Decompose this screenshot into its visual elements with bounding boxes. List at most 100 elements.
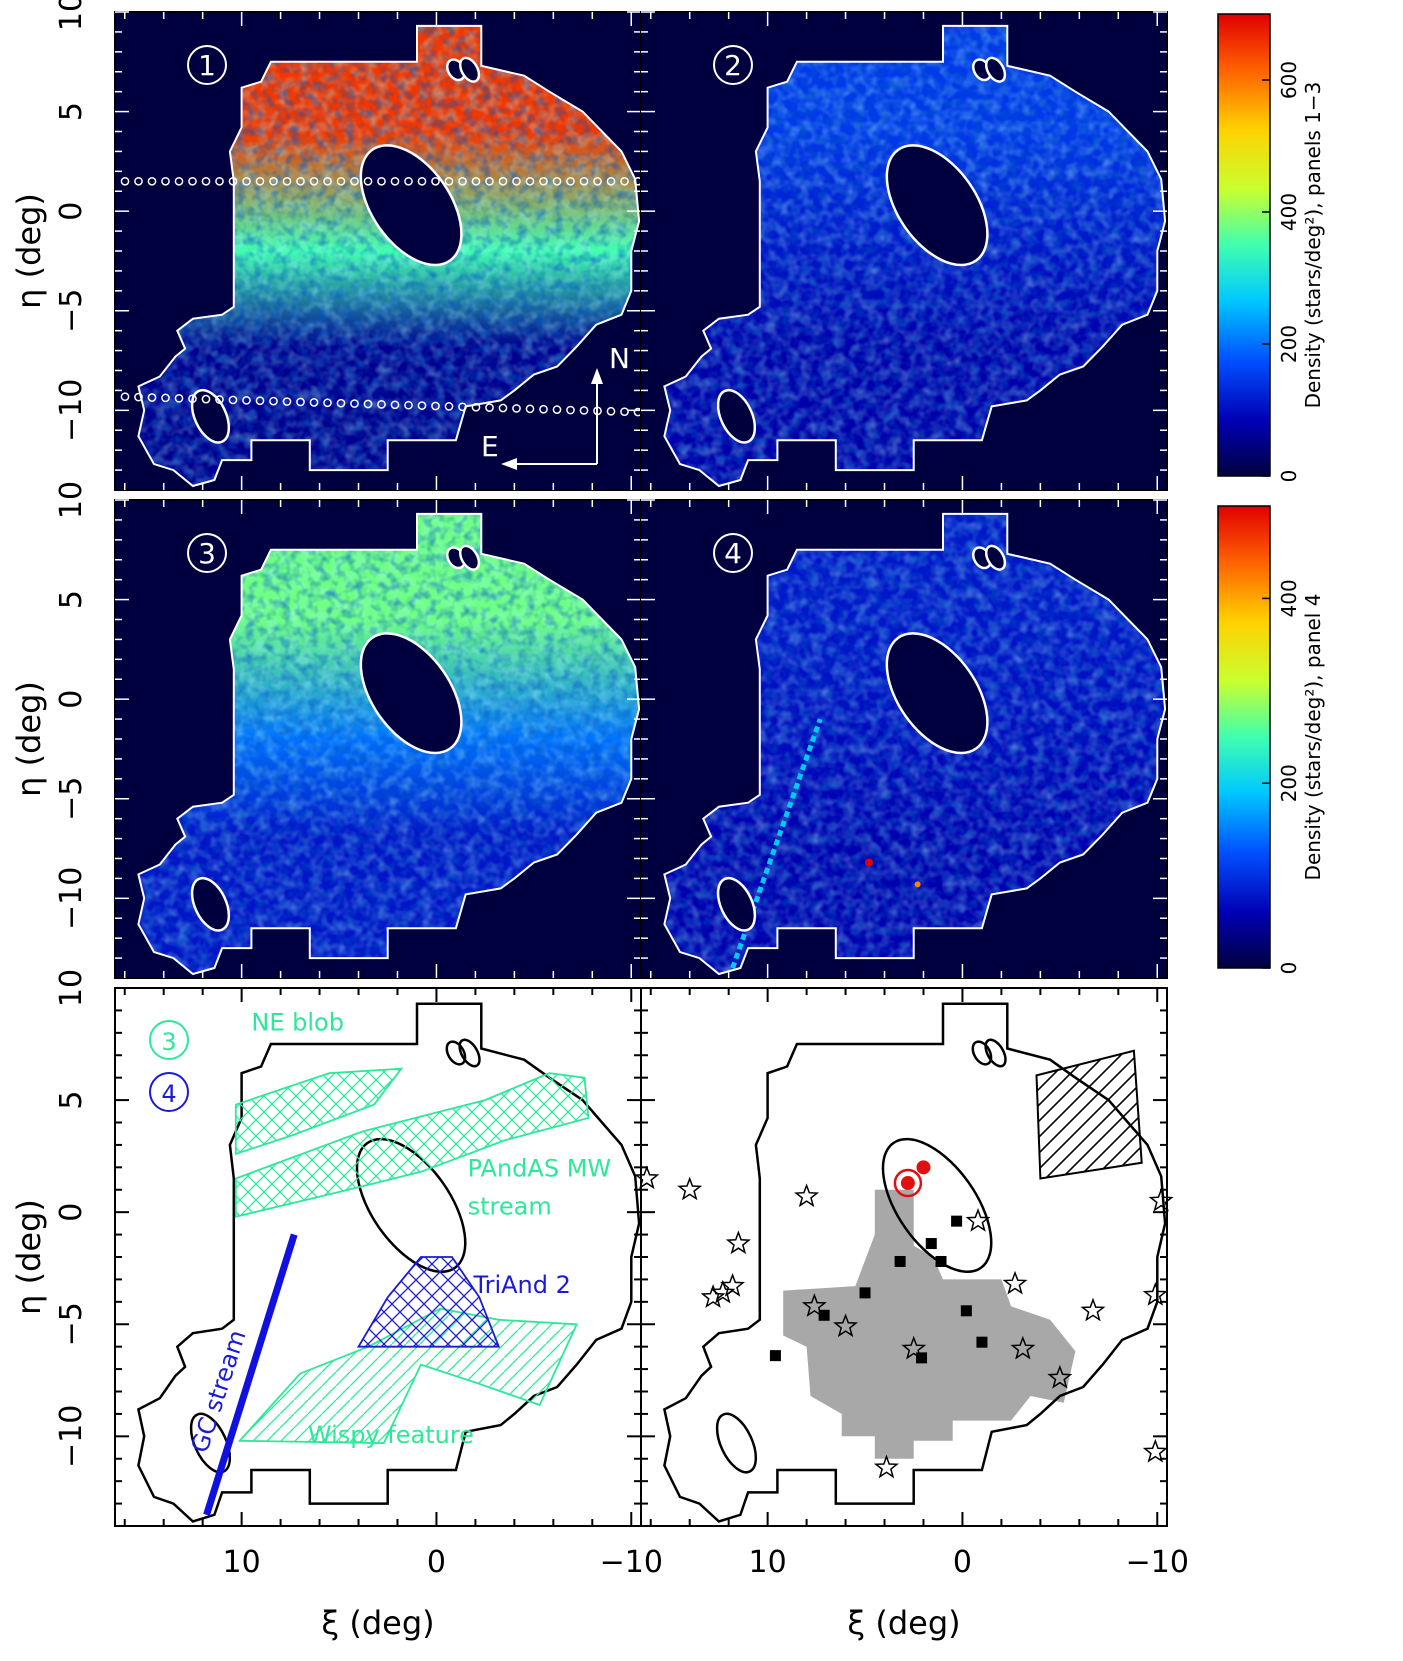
y-tick-label: 5	[54, 102, 89, 121]
x-axis-label: ξ (deg)	[847, 1604, 960, 1642]
dot	[512, 176, 521, 186]
masked-region-2	[445, 1040, 467, 1066]
square-marker	[951, 1215, 963, 1227]
dot	[296, 176, 305, 186]
dot	[215, 395, 224, 404]
dot	[417, 401, 427, 410]
dot	[147, 393, 157, 402]
star-marker	[833, 1313, 859, 1338]
dot	[134, 176, 143, 186]
star-marker	[794, 1183, 820, 1208]
colorbar-tick-label: 400	[1277, 579, 1301, 617]
y-axis-label: η (deg)	[10, 1199, 48, 1315]
heatmap-panel-4: 4	[640, 499, 1168, 979]
dot	[485, 176, 494, 186]
star-marker	[720, 1272, 746, 1297]
dot	[255, 176, 265, 186]
dot	[134, 392, 143, 402]
dot	[566, 405, 575, 415]
dot	[620, 407, 629, 417]
north-label: N	[609, 342, 630, 375]
dot	[525, 176, 535, 186]
dot	[498, 403, 508, 413]
dot	[525, 404, 535, 414]
colorbar-tick-label: 400	[1277, 193, 1301, 231]
panel-number: 1	[198, 49, 216, 82]
y-tick-label: 5	[54, 590, 89, 609]
star-marker	[1010, 1335, 1036, 1360]
triand2-label: TriAnd 2	[472, 1271, 570, 1299]
dot	[552, 176, 562, 186]
dot	[579, 406, 589, 415]
satellite-overdensity	[864, 858, 873, 867]
y-axis-label: η (deg)	[10, 193, 48, 309]
dot	[336, 398, 346, 408]
y-axis-label: η (deg)	[10, 681, 48, 797]
feature-diagram-panel: NE blob PAndAS MW stream TriAnd 2 Wispy feat…	[10, 969, 663, 1642]
dot	[431, 176, 440, 186]
dot	[498, 176, 508, 186]
colorbar-tick-label: 600	[1277, 61, 1301, 99]
star-marker	[873, 1454, 899, 1479]
y-tick-label: −5	[54, 777, 89, 821]
legend-3-circle	[149, 1020, 189, 1060]
star-marker	[677, 1176, 703, 1201]
square-marker	[925, 1238, 937, 1250]
dot	[336, 176, 346, 186]
panel-number-circle	[713, 45, 753, 85]
panel-number: 2	[724, 49, 742, 82]
square-marker	[894, 1255, 906, 1267]
dot	[458, 176, 467, 186]
dot	[309, 398, 319, 407]
dot	[188, 394, 197, 404]
square-marker	[976, 1336, 988, 1348]
colorbar-tick-label: 0	[1277, 962, 1301, 975]
dot	[201, 394, 211, 404]
dot	[539, 176, 548, 186]
dot	[174, 176, 184, 186]
pandas-mw-stream-label-2: stream	[468, 1192, 552, 1220]
colorbar-gradient	[1217, 505, 1271, 969]
heatmap-panel-2: 2	[640, 11, 1168, 491]
satellite-overdensity	[914, 881, 921, 888]
y-tick-label: −10	[54, 379, 89, 442]
dot	[404, 400, 413, 410]
red-dot-marker	[916, 1160, 931, 1175]
dot	[471, 176, 481, 186]
survey-footprint	[137, 512, 641, 976]
dot	[282, 176, 292, 186]
survey-footprint	[663, 512, 1167, 976]
survey-footprint	[663, 24, 1167, 488]
x-tick-label: 0	[427, 1545, 446, 1580]
star-marker	[1148, 1187, 1174, 1212]
dot	[431, 401, 440, 411]
x-tick-label: 10	[223, 1545, 261, 1580]
masked-region-3	[458, 56, 481, 83]
square-marker	[859, 1287, 871, 1299]
y-tick-label: 0	[54, 1203, 89, 1222]
colorbar-tick-label: 200	[1277, 764, 1301, 802]
y-tick-label: 10	[54, 969, 89, 1007]
dot	[552, 405, 562, 415]
heatmap-panel-3: 3 10 5 0 −5 −10 η (deg)	[10, 481, 642, 979]
panel-number-circle	[187, 533, 227, 573]
dot	[485, 403, 494, 412]
dot	[269, 176, 278, 186]
masked-region-3	[458, 1038, 481, 1068]
y-tick-label: 0	[54, 202, 89, 221]
ne-blob-region	[234, 1067, 404, 1156]
dot	[309, 176, 319, 186]
north-arrowhead	[591, 368, 603, 384]
pandas-mw-stream-label-1: PAndAS MW	[468, 1154, 612, 1182]
masked-region-3	[458, 544, 481, 571]
legend-3-label: 3	[161, 1028, 176, 1056]
wispy-feature-label: Wispy feature	[308, 1421, 474, 1449]
dot	[471, 402, 481, 412]
masked-region-0	[881, 1137, 993, 1274]
dot	[458, 402, 467, 412]
star-marker	[1002, 1270, 1028, 1295]
dot	[120, 176, 130, 186]
colorbar-tick-label: 200	[1277, 325, 1301, 363]
dot	[350, 176, 359, 186]
